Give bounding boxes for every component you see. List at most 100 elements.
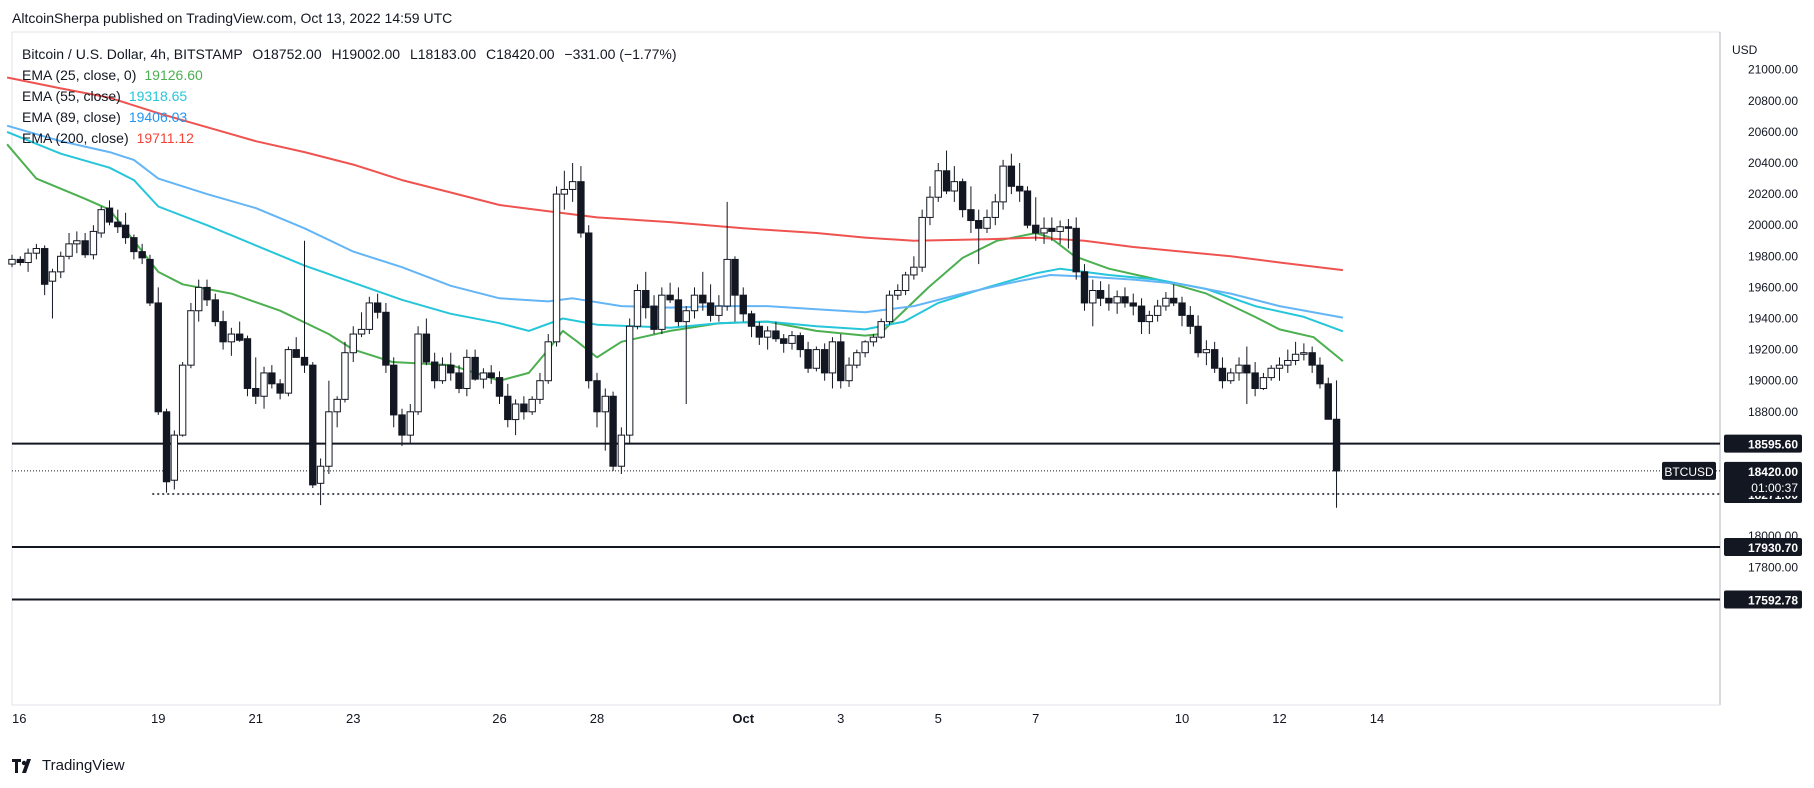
candle xyxy=(934,163,942,202)
tradingview-logo[interactable]: TradingView xyxy=(12,757,125,774)
candle xyxy=(715,295,723,322)
candle xyxy=(1178,296,1186,327)
x-tick-label: 23 xyxy=(346,711,360,726)
candle-body-up xyxy=(853,352,861,366)
candle-body-up xyxy=(406,411,414,436)
candle-body-up xyxy=(828,341,837,374)
legend-ema-200[interactable]: EMA (200, close) 19711.12 xyxy=(22,128,677,149)
candle-body-down xyxy=(504,395,512,421)
y-tick-label: 19200.00 xyxy=(1748,343,1798,357)
candle-body-up xyxy=(32,248,41,254)
candle-body-down xyxy=(1308,352,1316,366)
candle xyxy=(349,326,357,363)
candle xyxy=(471,349,479,381)
y-tick-label: 19600.00 xyxy=(1748,280,1798,294)
candle-body-up xyxy=(918,216,926,268)
candle xyxy=(853,349,861,369)
candle-body-down xyxy=(1178,302,1186,316)
candle xyxy=(1113,290,1121,314)
ohlc-low: L18183.00 xyxy=(409,46,477,62)
candle-body-up xyxy=(894,290,902,296)
candle xyxy=(1056,220,1064,244)
candle xyxy=(1170,284,1178,307)
candle-body-up xyxy=(1202,349,1211,354)
candle-body-up xyxy=(633,290,642,327)
x-tick-label: 7 xyxy=(1032,711,1039,726)
level-price-text: 17930.70 xyxy=(1748,541,1798,555)
ema-label: EMA (200, close) xyxy=(22,130,129,146)
x-tick-label: 5 xyxy=(935,711,942,726)
candle xyxy=(268,365,276,389)
candle-body-up xyxy=(325,411,333,467)
candle xyxy=(170,430,179,490)
candle xyxy=(325,380,333,474)
candle-body-up xyxy=(1267,367,1275,379)
legend-ema-89[interactable]: EMA (89, close) 19406.03 xyxy=(22,107,677,128)
candle xyxy=(1284,349,1292,373)
ema-value: 19406.03 xyxy=(128,109,188,125)
level-price-label: 18595.60 xyxy=(1724,434,1802,453)
candle xyxy=(16,256,24,266)
candle-body-down xyxy=(105,207,114,223)
candle xyxy=(1137,298,1146,335)
candle xyxy=(447,352,455,381)
candle xyxy=(284,346,293,397)
candle-body-up xyxy=(511,403,520,421)
candle-body-up xyxy=(658,294,666,330)
y-tick-label: 17800.00 xyxy=(1748,560,1798,574)
candle xyxy=(560,170,569,210)
candle xyxy=(195,279,203,322)
candle-body-up xyxy=(73,240,81,245)
candle xyxy=(81,232,89,258)
candle-body-down xyxy=(40,248,49,285)
candle xyxy=(300,240,309,373)
candle-body-down xyxy=(1080,271,1089,304)
candle xyxy=(983,209,991,233)
candle xyxy=(24,248,32,272)
candle-body-down xyxy=(609,395,617,467)
countdown-text: 01:00:37 xyxy=(1751,481,1798,495)
chart-legend: Bitcoin / U.S. Dollar, 4h, BITSTAMP O187… xyxy=(22,44,677,149)
candle-body-up xyxy=(983,216,991,229)
candle-body-up xyxy=(601,395,609,413)
candle xyxy=(991,194,999,226)
candle-body-down xyxy=(16,258,24,264)
candle-body-up xyxy=(877,321,885,338)
candle-body-down xyxy=(585,232,593,382)
candle xyxy=(1040,217,1048,244)
candle-body-down xyxy=(495,377,504,397)
candle xyxy=(1332,380,1341,508)
candle xyxy=(1300,343,1308,361)
candle xyxy=(414,326,422,415)
currency-label: USD xyxy=(1732,43,1758,57)
candle-body-down xyxy=(1064,226,1073,229)
candle xyxy=(1324,377,1332,420)
candle-body-up xyxy=(284,349,293,394)
candle xyxy=(658,287,666,335)
candle xyxy=(788,330,796,350)
candle xyxy=(536,372,544,405)
ema-value: 19318.65 xyxy=(128,88,188,104)
candle-body-down xyxy=(820,349,829,374)
candle-body-down xyxy=(430,361,439,382)
candle xyxy=(292,337,300,358)
candle-body-down xyxy=(1023,190,1032,226)
candle-body-up xyxy=(536,380,544,400)
candle xyxy=(869,334,878,347)
candle-body-up xyxy=(885,294,894,323)
candle-body-down xyxy=(577,181,585,234)
candle xyxy=(479,368,488,389)
level-price-label: 17930.70 xyxy=(1724,537,1802,556)
legend-ema-25[interactable]: EMA (25, close, 0) 19126.60 xyxy=(22,65,677,86)
candle xyxy=(577,166,585,238)
ema-line-ema-25 xyxy=(6,143,1344,382)
legend-ema-55[interactable]: EMA (55, close) 19318.65 xyxy=(22,86,677,107)
candle-body-up xyxy=(349,333,357,354)
x-tick-label: 16 xyxy=(12,711,26,726)
candle-body-down xyxy=(130,237,138,253)
x-tick-label: 19 xyxy=(151,711,165,726)
candle-body-down xyxy=(747,313,756,327)
candle xyxy=(780,334,788,353)
candle xyxy=(706,284,715,322)
